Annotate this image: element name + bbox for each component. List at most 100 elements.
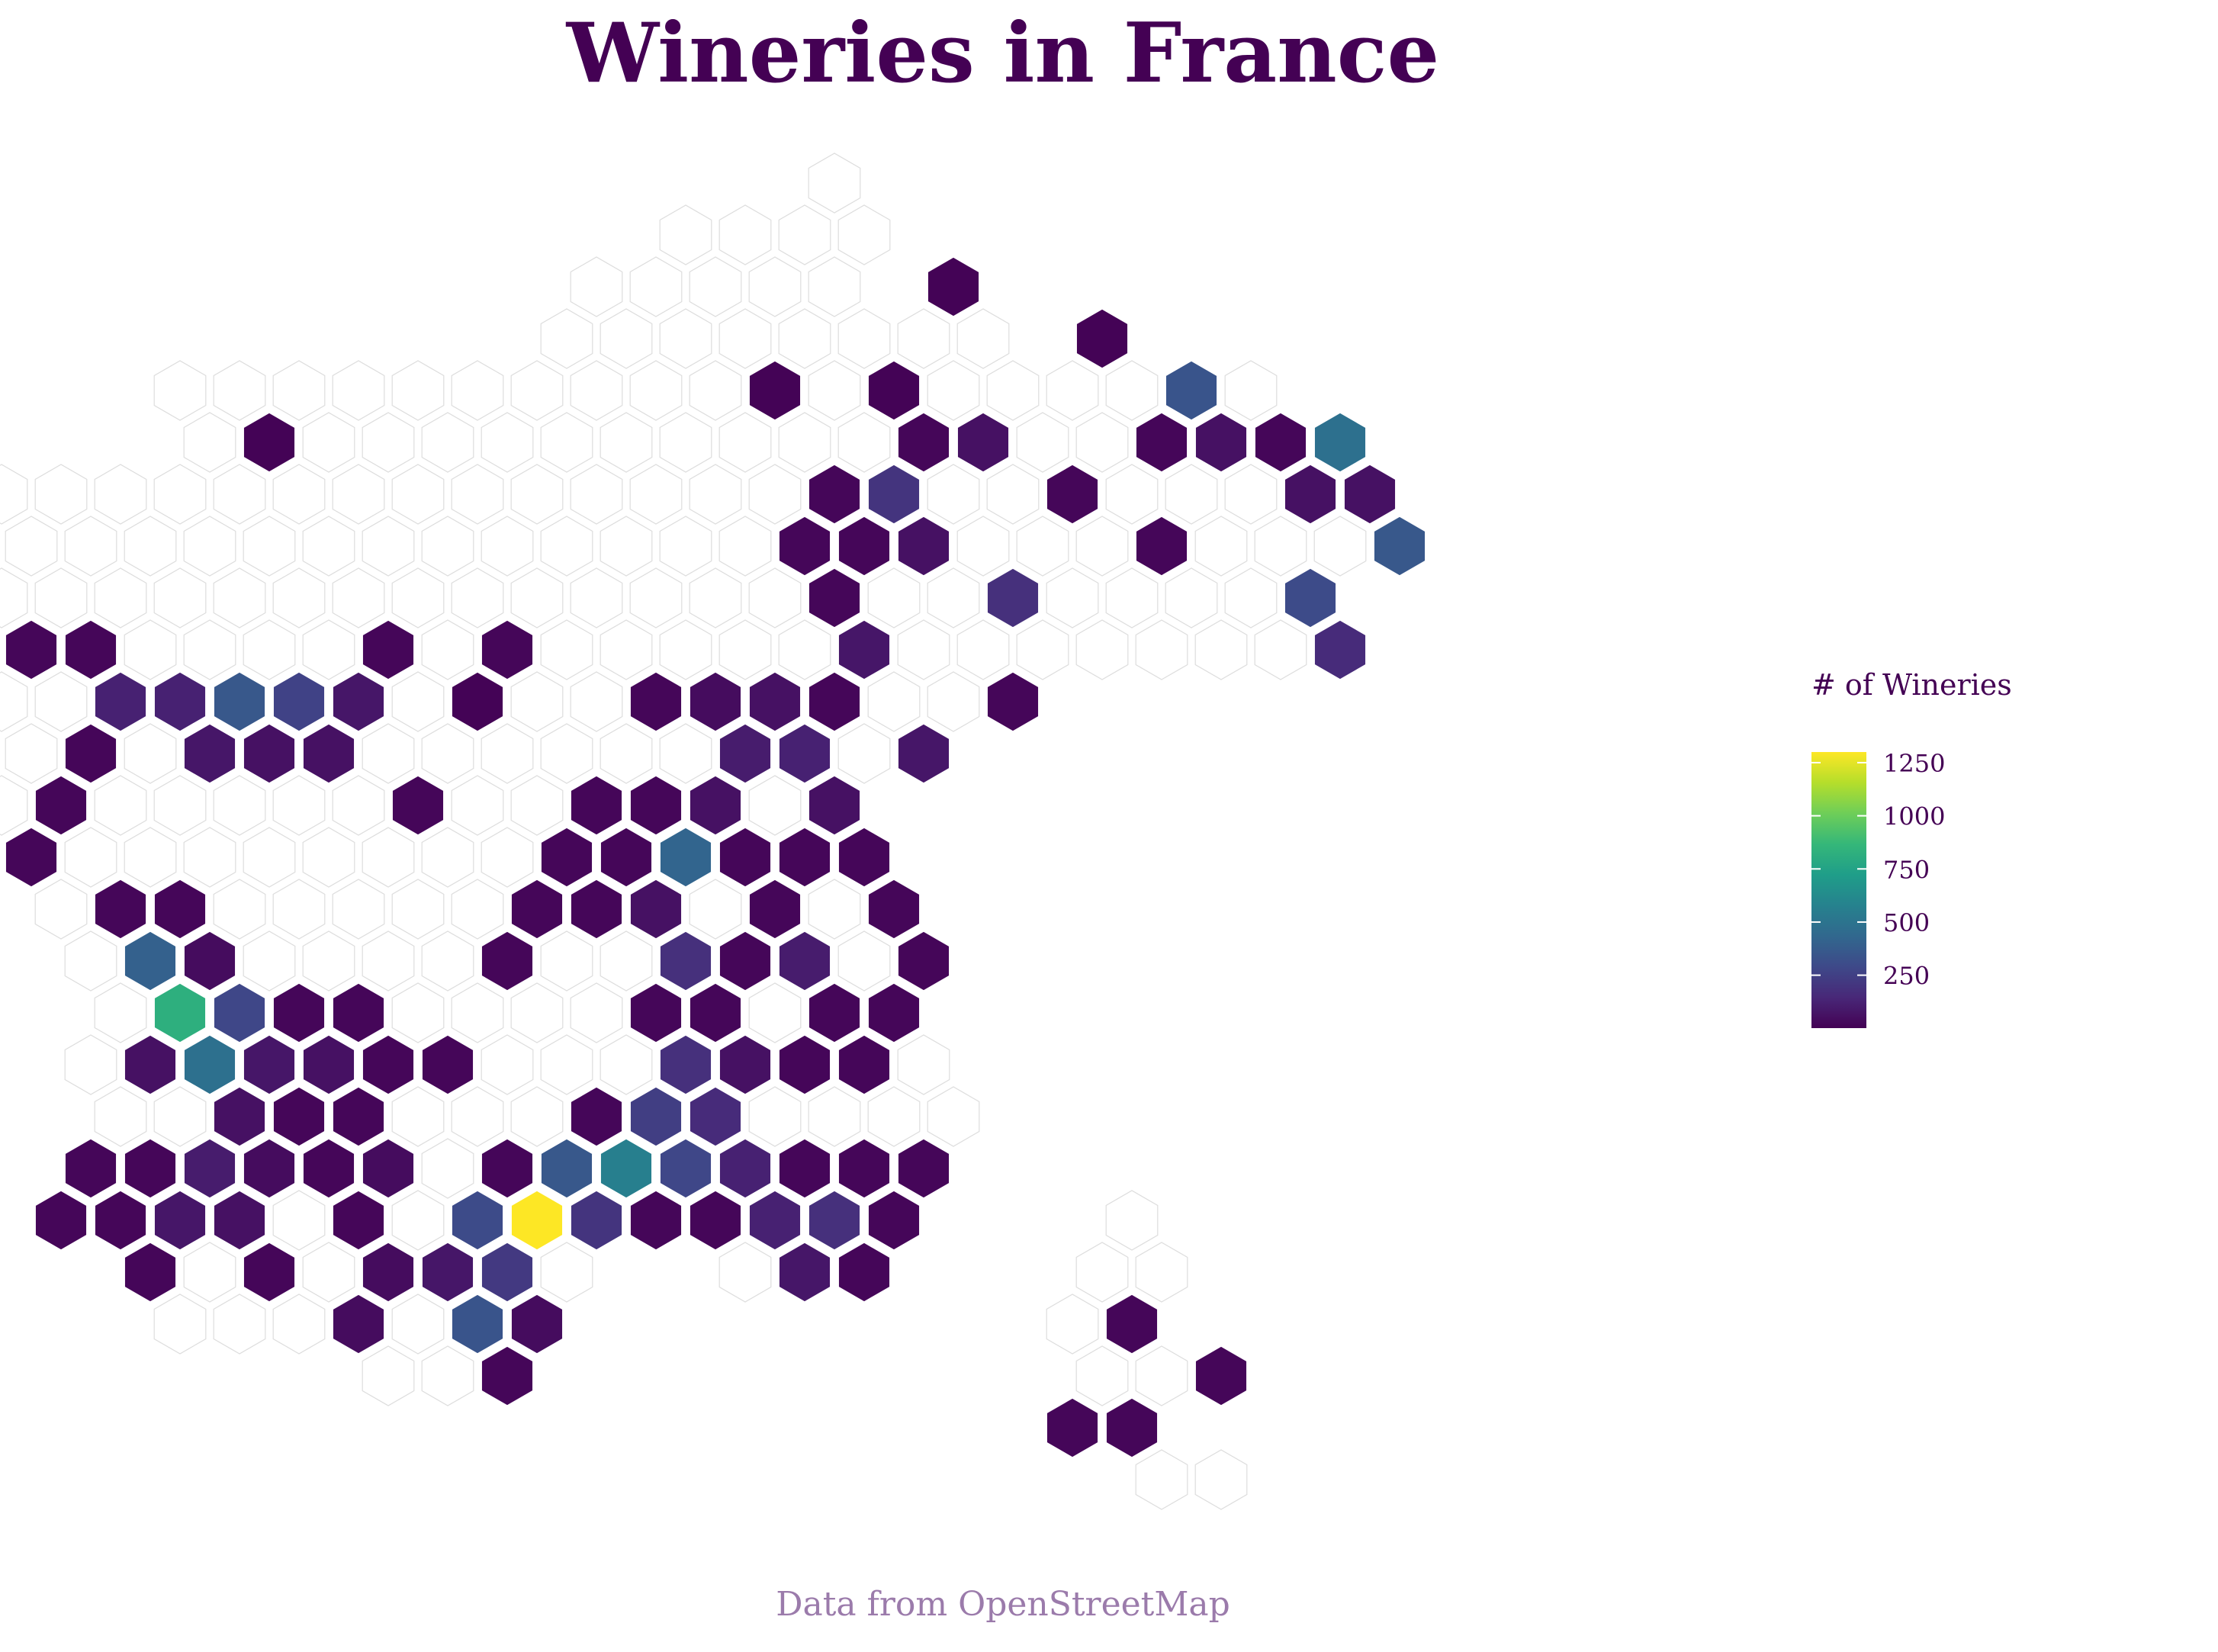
hex-cell [332, 360, 385, 421]
hex-cell [808, 567, 861, 628]
hex-cell [659, 412, 712, 473]
hex-cell [1105, 1294, 1159, 1355]
hex-cell [600, 308, 653, 369]
hex-cell [94, 464, 147, 525]
hex-cell [362, 930, 415, 992]
hex-cell [1046, 567, 1099, 628]
hex-cell [391, 671, 445, 732]
hex-cell [362, 1138, 415, 1199]
hex-cell [510, 567, 564, 628]
hex-cell [153, 567, 207, 628]
hex-cell [808, 1086, 861, 1147]
hex-cell [1343, 464, 1397, 525]
hex-cell [718, 1034, 772, 1095]
hex-cell [600, 412, 653, 473]
hex-cell [481, 412, 534, 473]
hex-cell [421, 827, 474, 888]
hex-cell [689, 775, 742, 836]
legend-colorbar [1811, 752, 1866, 1028]
hex-cell [718, 1138, 772, 1199]
hex-cell [94, 775, 147, 836]
hex-cell [1194, 516, 1248, 577]
hex-cell [659, 723, 712, 784]
hex-cell [451, 1190, 504, 1251]
hex-cell [808, 775, 861, 836]
hex-cell [124, 1242, 177, 1303]
chart-title: Wineries in France [566, 5, 1440, 101]
hex-cell [153, 671, 207, 732]
hex-cell [1075, 1242, 1129, 1303]
hex-cell [867, 1190, 921, 1251]
hex-cell [1105, 464, 1159, 525]
hex-cell [243, 412, 296, 473]
hex-cell [183, 827, 236, 888]
hex-cell [1135, 516, 1188, 577]
hex-cell [778, 516, 831, 577]
hex-cell [1313, 516, 1367, 577]
hex-cell [1224, 567, 1278, 628]
hex-cell [510, 671, 564, 732]
hex-cell [1135, 619, 1188, 680]
hex-cell [213, 567, 266, 628]
hex-cell [213, 982, 266, 1043]
hex-cell [153, 1294, 207, 1355]
hex-cell [1313, 619, 1367, 680]
hex-cell [600, 827, 653, 888]
hex-cell [362, 619, 415, 680]
hex-cell [867, 982, 921, 1043]
hex-cell [1105, 360, 1159, 421]
hex-cell [243, 930, 296, 992]
hex-cell [391, 879, 445, 940]
hex-cell [718, 619, 772, 680]
hex-cell [718, 723, 772, 784]
hex-cell [748, 671, 802, 732]
legend-tick-label: 250 [1883, 962, 1930, 991]
hex-cell [659, 308, 712, 369]
hex-cell [600, 1034, 653, 1095]
hex-cell [510, 879, 564, 940]
hex-cell [391, 464, 445, 525]
hex-cell [272, 671, 326, 732]
hex-cell [808, 153, 861, 214]
hex-cell [897, 308, 950, 369]
hex-cell [897, 930, 950, 992]
hex-cell [629, 567, 683, 628]
hex-cell [391, 775, 445, 836]
hex-cell [302, 1034, 355, 1095]
hex-cell [302, 412, 355, 473]
hex-cell [629, 360, 683, 421]
hex-cell [243, 827, 296, 888]
hex-cell [570, 775, 623, 836]
hex-cell [986, 360, 1040, 421]
hex-cell [659, 619, 712, 680]
hex-cell [927, 360, 980, 421]
hex-cell [153, 1190, 207, 1251]
hex-cell [183, 1034, 236, 1095]
hex-cell [64, 1138, 117, 1199]
hex-cell [391, 1086, 445, 1147]
hex-cell [897, 723, 950, 784]
hex-cell [272, 464, 326, 525]
hex-cell [778, 619, 831, 680]
hex-cell [629, 879, 683, 940]
hex-cell [153, 1086, 207, 1147]
hex-cell [867, 879, 921, 940]
hex-cell [718, 1242, 772, 1303]
hex-cell [629, 775, 683, 836]
hex-cell [778, 930, 831, 992]
hex-cell [956, 412, 1010, 473]
hex-cell [0, 775, 28, 836]
hex-cell [94, 1086, 147, 1147]
hex-cell [778, 1034, 831, 1095]
hex-cell [64, 827, 117, 888]
hex-cell [540, 1034, 593, 1095]
hex-cell [540, 723, 593, 784]
hex-cell [837, 930, 891, 992]
hex-cell [1194, 412, 1248, 473]
hex-cell [1016, 516, 1069, 577]
hex-cell [867, 360, 921, 421]
hex-cell [1194, 1345, 1248, 1406]
hex-cell [1165, 567, 1218, 628]
hex-cell [391, 360, 445, 421]
hex-cell [302, 1242, 355, 1303]
